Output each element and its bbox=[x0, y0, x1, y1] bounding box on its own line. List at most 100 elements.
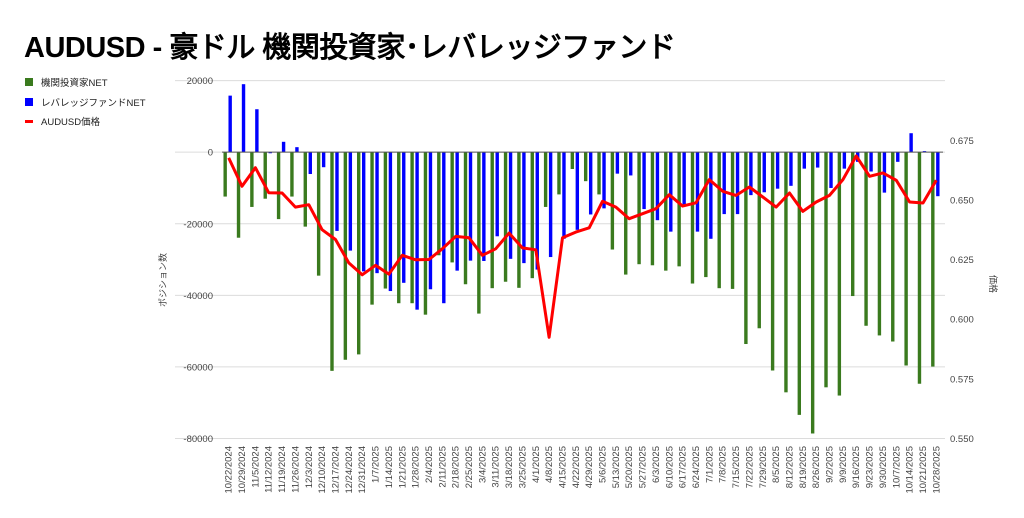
price-line bbox=[227, 154, 938, 339]
bar-institutional bbox=[517, 152, 521, 288]
x-tick-label: 9/16/2025 bbox=[851, 446, 862, 488]
x-tick-label: 9/9/2025 bbox=[838, 446, 849, 483]
bar-leveraged bbox=[281, 141, 286, 153]
x-tick-label: 5/13/2025 bbox=[611, 446, 622, 488]
bar-institutional bbox=[423, 152, 428, 315]
y-tick-label: -60000 bbox=[183, 362, 213, 373]
x-tick-label: 3/18/2025 bbox=[504, 446, 515, 488]
bar-institutional bbox=[356, 152, 361, 355]
bar-leveraged bbox=[695, 152, 700, 232]
y2-axis-ticks: 0.675 0.650 0.625 0.600 0.575 0.550 bbox=[950, 136, 974, 445]
bar-institutional bbox=[276, 152, 281, 220]
bar-institutional bbox=[730, 152, 735, 289]
bar-institutional bbox=[410, 152, 414, 304]
y-tick-label: -80000 bbox=[183, 434, 213, 445]
x-tick-label: 6/24/2025 bbox=[691, 446, 702, 488]
y-tick-label: -20000 bbox=[183, 219, 213, 230]
y-axis-title: ポジション数 bbox=[157, 253, 168, 307]
bar-institutional bbox=[677, 152, 681, 267]
bar-institutional bbox=[784, 152, 788, 393]
bar-leveraged bbox=[388, 152, 393, 292]
x-tick-label: 10/7/2025 bbox=[891, 446, 902, 488]
x-tick-label: 4/1/2025 bbox=[531, 446, 542, 483]
bar-institutional bbox=[744, 152, 748, 345]
bar-leveraged bbox=[669, 152, 673, 232]
x-tick-label: 6/3/2025 bbox=[651, 446, 662, 483]
y-axis-ticks: 20000 0 -20000 -40000 -60000 -80000 bbox=[183, 76, 213, 445]
x-tick-label: 3/25/2025 bbox=[517, 446, 528, 488]
legend-swatch-leveraged bbox=[25, 98, 33, 106]
x-tick-label: 10/22/2024 bbox=[224, 446, 235, 494]
legend-item-price[interactable]: AUDUSD価格 bbox=[25, 114, 100, 128]
legend-label: レバレッジファンドNET bbox=[41, 98, 146, 109]
bar-institutional bbox=[463, 152, 468, 285]
bar-leveraged bbox=[402, 152, 406, 283]
bar-institutional bbox=[904, 152, 908, 366]
x-tick-label: 12/24/2024 bbox=[344, 446, 355, 494]
x-tick-label: 11/12/2024 bbox=[264, 446, 275, 493]
bar-institutional bbox=[597, 152, 601, 195]
x-tick-label: 12/10/2024 bbox=[317, 446, 328, 494]
x-tick-label: 6/10/2025 bbox=[664, 446, 675, 488]
bar-institutional bbox=[931, 152, 935, 367]
bar-institutional bbox=[290, 152, 294, 197]
y-tick-label: -40000 bbox=[183, 291, 213, 302]
x-tick-label: 5/27/2025 bbox=[638, 446, 649, 488]
x-tick-label: 7/1/2025 bbox=[704, 446, 715, 483]
x-tick-label: 4/15/2025 bbox=[557, 446, 568, 488]
bar-institutional bbox=[664, 152, 668, 271]
bar-institutional bbox=[851, 152, 855, 297]
bar-institutional bbox=[303, 152, 307, 227]
bar-institutional bbox=[316, 152, 321, 276]
x-tick-label: 2/25/2025 bbox=[464, 446, 475, 488]
bar-leveraged bbox=[789, 152, 793, 186]
bar-leveraged bbox=[749, 152, 753, 196]
y2-tick-label: 0.675 bbox=[950, 136, 974, 147]
bar-institutional bbox=[717, 152, 721, 289]
bar-institutional bbox=[637, 152, 641, 265]
x-tick-label: 1/21/2025 bbox=[397, 446, 408, 488]
y2-tick-label: 0.625 bbox=[950, 255, 974, 266]
bar-leveraged bbox=[709, 152, 713, 239]
bar-institutional bbox=[236, 152, 241, 238]
bar-institutional bbox=[263, 152, 267, 199]
bar-leveraged bbox=[308, 152, 312, 175]
x-tick-label: 6/17/2025 bbox=[678, 446, 689, 488]
bar-institutional bbox=[223, 152, 227, 197]
bar-institutional bbox=[810, 152, 815, 434]
x-tick-label: 7/29/2025 bbox=[758, 446, 769, 488]
bar-institutional bbox=[450, 152, 454, 263]
x-tick-label: 11/19/2024 bbox=[277, 446, 288, 493]
bar-leveraged bbox=[936, 152, 940, 197]
y2-tick-label: 0.600 bbox=[950, 315, 974, 326]
legend-item-leveraged[interactable]: レバレッジファンドNET bbox=[25, 95, 146, 109]
bar-leveraged bbox=[482, 152, 486, 261]
bar-leveraged bbox=[629, 152, 633, 176]
x-tick-label: 12/3/2024 bbox=[304, 446, 315, 488]
x-tick-label: 9/23/2025 bbox=[865, 446, 876, 488]
bar-institutional bbox=[704, 152, 708, 278]
bar-institutional bbox=[864, 152, 868, 326]
legend-item-institutional[interactable]: 機関投資家NET bbox=[25, 75, 108, 89]
bar-leveraged bbox=[682, 152, 686, 205]
bar-leveraged bbox=[375, 152, 379, 274]
x-tick-label: 12/17/2024 bbox=[330, 446, 341, 494]
bar-leveraged bbox=[548, 152, 553, 258]
bar-leveraged bbox=[508, 152, 513, 259]
x-tick-label: 4/22/2025 bbox=[571, 446, 582, 488]
bar-institutional bbox=[250, 152, 254, 207]
x-tick-label: 3/4/2025 bbox=[477, 446, 488, 483]
bar-institutional bbox=[770, 152, 775, 371]
bar-leveraged bbox=[642, 152, 646, 210]
x-tick-label: 1/7/2025 bbox=[371, 446, 382, 483]
bar-institutional bbox=[610, 152, 615, 250]
x-tick-label: 2/11/2025 bbox=[437, 446, 448, 488]
x-tick-label: 7/8/2025 bbox=[718, 446, 729, 483]
bar-leveraged bbox=[535, 152, 539, 270]
bar-institutional bbox=[797, 152, 802, 415]
y2-axis-title: 価格 bbox=[988, 275, 999, 293]
bar-institutional bbox=[490, 152, 494, 289]
bar-leveraged bbox=[255, 109, 259, 153]
bar-leveraged bbox=[762, 152, 766, 193]
x-tick-label: 2/4/2025 bbox=[424, 446, 435, 483]
